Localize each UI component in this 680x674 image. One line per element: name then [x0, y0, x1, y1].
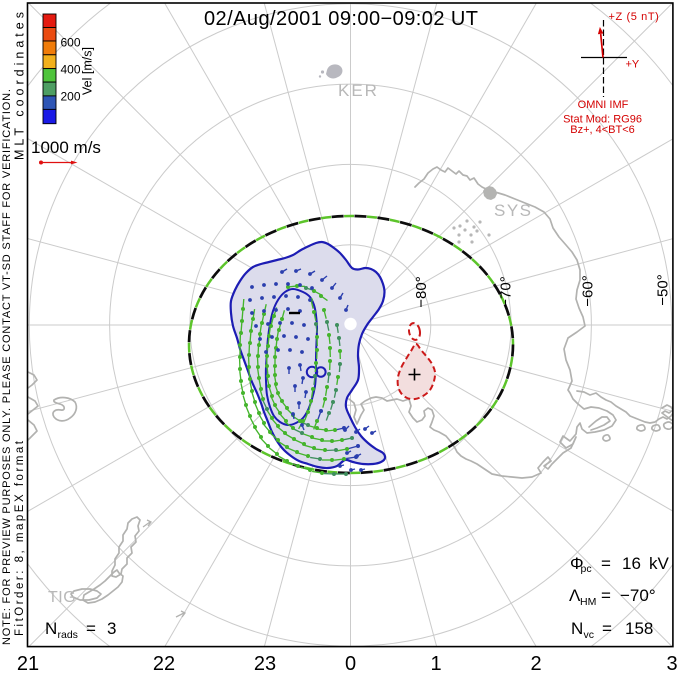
svg-text:KER: KER [338, 81, 379, 100]
svg-text:N: N [45, 619, 57, 638]
svg-text:3: 3 [666, 653, 677, 674]
svg-text:=: = [601, 554, 611, 573]
svg-text:NOTE: FOR PREVIEW PURPOSES ONL: NOTE: FOR PREVIEW PURPOSES ONLY. PLEASE … [1, 89, 13, 645]
svg-text:rads: rads [58, 629, 78, 641]
svg-text:2: 2 [530, 653, 541, 674]
svg-text:Λ: Λ [569, 586, 581, 605]
svg-text:23: 23 [254, 653, 276, 674]
svg-text:−70°: −70° [498, 276, 515, 307]
svg-text:−60°: −60° [580, 275, 597, 306]
svg-text:16: 16 [622, 554, 641, 573]
svg-text:1000 m/s: 1000 m/s [31, 138, 101, 157]
svg-text:Vel [m/s]: Vel [m/s] [81, 47, 95, 95]
svg-text:0: 0 [345, 653, 356, 674]
svg-text:TIG: TIG [48, 589, 76, 606]
svg-text:N: N [571, 619, 583, 638]
svg-text:02/Aug/2001 09:00−09:02 UT: 02/Aug/2001 09:00−09:02 UT [204, 8, 478, 30]
svg-text:600: 600 [61, 36, 81, 50]
svg-text:−50°: −50° [655, 274, 672, 305]
svg-text:400: 400 [61, 63, 81, 77]
svg-text:200: 200 [61, 90, 81, 104]
svg-text:Bz+, 4<BT<6: Bz+, 4<BT<6 [570, 124, 635, 136]
svg-text:=: = [602, 619, 612, 638]
svg-text:+Z (5 nT): +Z (5 nT) [609, 11, 660, 23]
svg-text:1: 1 [430, 653, 441, 674]
svg-text:OMNI IMF: OMNI IMF [578, 99, 629, 111]
svg-text:=: = [86, 619, 96, 638]
svg-text:SYS: SYS [494, 201, 533, 220]
svg-text:Φ: Φ [570, 554, 584, 573]
svg-text:=: = [601, 586, 611, 605]
svg-text:Stat Mod: RG96: Stat Mod: RG96 [563, 114, 642, 126]
svg-text:vc: vc [584, 629, 595, 641]
svg-text:22: 22 [153, 653, 175, 674]
svg-text:−70°: −70° [620, 586, 656, 605]
svg-text:−80°: −80° [413, 276, 430, 307]
svg-text:kV: kV [649, 554, 670, 573]
svg-text:3: 3 [107, 619, 116, 638]
svg-text:+Y: +Y [626, 59, 640, 71]
svg-text:158: 158 [625, 619, 653, 638]
svg-text:21: 21 [17, 653, 39, 674]
svg-text:HM: HM [580, 596, 596, 608]
svg-text:FitOrder: 8, mapEX format: FitOrder: 8, mapEX format [14, 440, 26, 636]
svg-text:pc: pc [581, 563, 592, 575]
